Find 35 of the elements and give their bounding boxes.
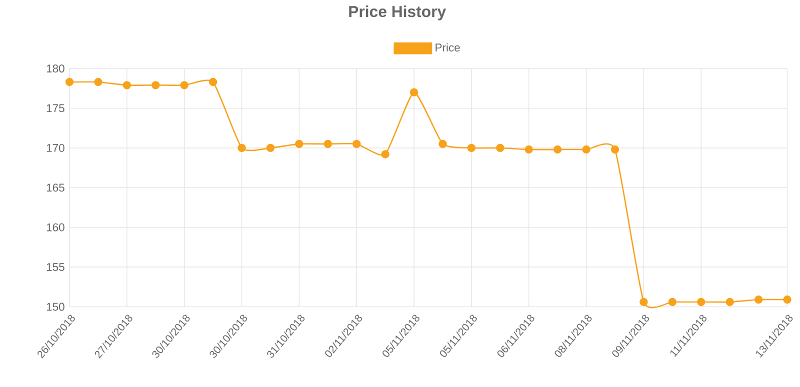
point xyxy=(524,145,533,154)
point xyxy=(754,295,763,304)
point xyxy=(553,145,562,154)
point xyxy=(65,78,74,86)
point xyxy=(438,140,447,148)
chart-title: Price History xyxy=(349,5,446,20)
point xyxy=(668,298,677,306)
point xyxy=(783,295,792,304)
point xyxy=(352,140,361,148)
y-tick-label: 155 xyxy=(46,263,64,271)
y-tick-label: 160 xyxy=(46,223,64,232)
point xyxy=(324,140,332,148)
point xyxy=(381,150,390,158)
point xyxy=(726,298,734,306)
point xyxy=(496,144,504,152)
y-tick-label: 175 xyxy=(46,104,64,112)
y-tick-label: 165 xyxy=(46,184,64,192)
point xyxy=(266,144,275,152)
point xyxy=(697,298,706,306)
point xyxy=(122,81,132,90)
point xyxy=(208,78,218,86)
point xyxy=(238,144,246,152)
point xyxy=(180,81,188,90)
point xyxy=(410,88,418,96)
y-tick-label: 150 xyxy=(46,302,64,311)
point xyxy=(582,145,590,154)
point xyxy=(640,298,648,306)
y-tick-label: 180 xyxy=(46,64,64,72)
point xyxy=(467,144,476,152)
point xyxy=(152,81,160,90)
legend-label: Price xyxy=(436,43,460,52)
point xyxy=(295,140,304,148)
point xyxy=(610,145,620,154)
point xyxy=(94,78,102,86)
y-tick-label: 170 xyxy=(46,144,64,152)
